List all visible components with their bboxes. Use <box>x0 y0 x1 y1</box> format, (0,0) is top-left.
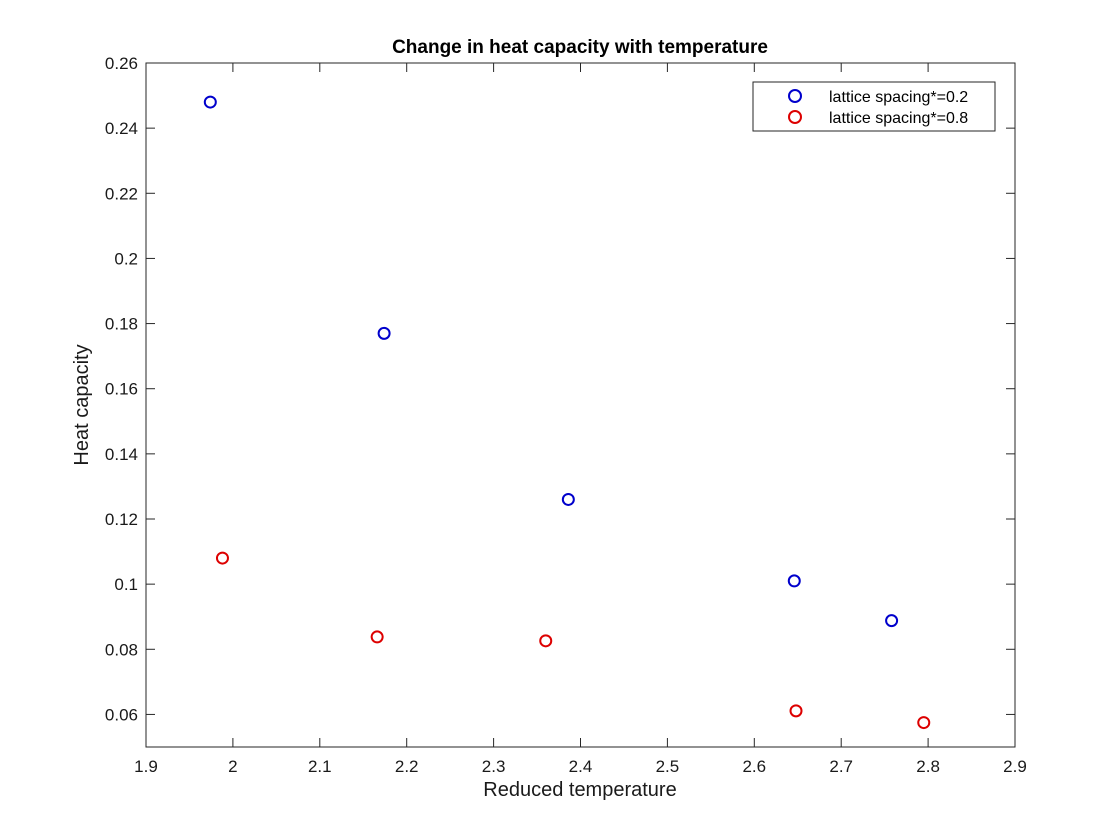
x-tick-label: 2.8 <box>916 757 940 776</box>
data-point-series-2 <box>789 704 803 718</box>
y-tick-label: 0.12 <box>105 510 138 529</box>
data-point-series-1 <box>203 95 217 109</box>
legend-label-series-1: lattice spacing*=0.2 <box>829 89 968 106</box>
data-point-series-1 <box>885 614 899 628</box>
y-tick-label: 0.26 <box>105 54 138 73</box>
legend: lattice spacing*=0.2 lattice spacing*=0.… <box>752 81 996 132</box>
x-tick-label: 2.7 <box>829 757 853 776</box>
y-tick-label: 0.14 <box>105 445 138 464</box>
y-axis-label: Heat capacity <box>71 344 93 465</box>
data-point-series-2 <box>215 551 229 565</box>
x-tick-label: 2 <box>228 757 237 776</box>
x-tick-label: 2.6 <box>742 757 766 776</box>
data-point-series-2 <box>539 634 553 648</box>
axis-ticks: 1.9 2 2.1 2.2 2.3 2.4 2.5 2.6 2.7 2.8 2.9 0.06 0.08 0… <box>105 54 1027 776</box>
y-tick-label: 0.06 <box>105 705 138 724</box>
y-tick-label: 0.08 <box>105 640 138 659</box>
x-tick-label: 2.3 <box>482 757 506 776</box>
x-tick-label: 2.4 <box>569 757 593 776</box>
x-tick-label: 2.9 <box>1003 757 1027 776</box>
y-tick-label: 0.24 <box>105 119 138 138</box>
x-tick-label: 2.2 <box>395 757 419 776</box>
y-tick-label: 0.1 <box>114 575 138 594</box>
y-tick-label: 0.2 <box>114 249 138 268</box>
y-tick-label: 0.22 <box>105 184 138 203</box>
y-tick-label: 0.18 <box>105 315 138 334</box>
data-point-series-1 <box>787 574 801 588</box>
x-tick-label: 2.5 <box>656 757 680 776</box>
y-tick-label: 0.16 <box>105 380 138 399</box>
data-point-series-2 <box>370 630 384 644</box>
x-tick-label: 1.9 <box>134 757 158 776</box>
data-point-series-2 <box>917 716 931 730</box>
data-point-series-1 <box>377 326 391 340</box>
legend-marker-series-1 <box>788 89 802 103</box>
data-points <box>203 95 931 730</box>
legend-marker-series-2 <box>788 110 802 124</box>
data-point-series-1 <box>561 492 575 506</box>
chart-title: Change in heat capacity with temperature <box>392 37 768 58</box>
x-tick-label: 2.1 <box>308 757 332 776</box>
legend-label-series-2: lattice spacing*=0.8 <box>829 110 968 127</box>
plot-area <box>145 62 1016 748</box>
x-axis-label: Reduced temperature <box>483 779 676 801</box>
